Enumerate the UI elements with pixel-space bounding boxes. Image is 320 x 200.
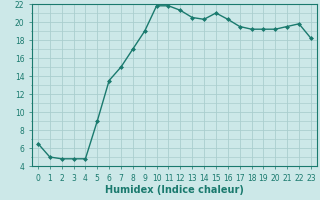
X-axis label: Humidex (Indice chaleur): Humidex (Indice chaleur) bbox=[105, 185, 244, 195]
